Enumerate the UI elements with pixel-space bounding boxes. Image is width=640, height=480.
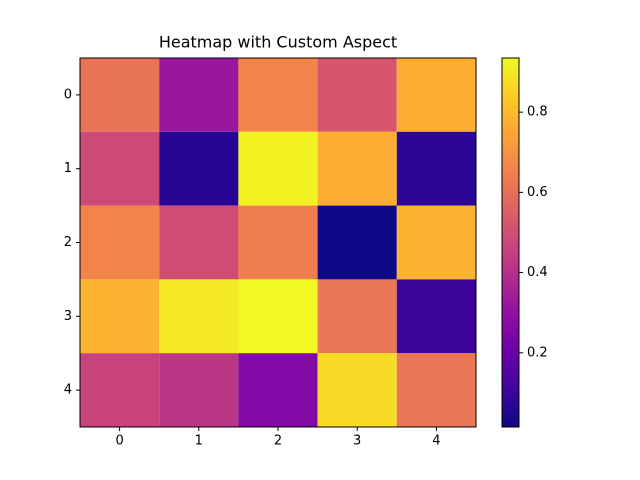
- heatmap-cell: [80, 131, 160, 206]
- heatmap-cell: [238, 58, 318, 132]
- heatmap-cell: [238, 205, 318, 280]
- heatmap-cell: [80, 279, 160, 354]
- heatmap-cell: [317, 58, 397, 132]
- heatmap-cell: [396, 279, 476, 354]
- heatmap-cell: [396, 58, 476, 132]
- heatmap-cell: [80, 58, 160, 132]
- x-tick-label: 2: [274, 434, 282, 449]
- y-tick-label: 2: [64, 235, 72, 250]
- chart-title: Heatmap with Custom Aspect: [159, 33, 397, 52]
- y-tick-label: 1: [64, 161, 72, 176]
- heatmap-cell: [159, 279, 239, 354]
- heatmap-cell: [396, 131, 476, 206]
- heatmap-cell: [317, 279, 397, 354]
- x-tick-label: 1: [195, 434, 203, 449]
- heatmap-cell: [159, 131, 239, 206]
- heatmap-cell: [317, 353, 397, 427]
- x-tick-label: 0: [115, 434, 123, 449]
- x-tick-label: 4: [432, 434, 440, 449]
- heatmap-cell: [238, 131, 318, 206]
- heatmap-cell: [238, 279, 318, 354]
- colorbar-tick-label: 0.2: [527, 345, 548, 360]
- heatmap-cell: [317, 205, 397, 280]
- heatmap-cell: [80, 353, 160, 427]
- colorbar-tick-label: 0.6: [527, 185, 548, 200]
- heatmap-cell: [80, 205, 160, 280]
- x-tick-label: 3: [353, 434, 361, 449]
- heatmap-cell: [159, 205, 239, 280]
- heatmap-cell: [159, 353, 239, 427]
- heatmap-cell: [159, 58, 239, 132]
- y-tick-label: 4: [64, 383, 72, 398]
- heatmap-cell: [238, 353, 318, 427]
- y-tick-label: 3: [64, 309, 72, 324]
- colorbar-tick-label: 0.8: [527, 105, 548, 120]
- heatmap-cell: [396, 205, 476, 280]
- heatmap-cell: [317, 131, 397, 206]
- y-tick-label: 0: [64, 87, 72, 102]
- colorbar-tick-label: 0.4: [527, 265, 548, 280]
- heatmap-cell: [396, 353, 476, 427]
- colorbar: [501, 57, 520, 428]
